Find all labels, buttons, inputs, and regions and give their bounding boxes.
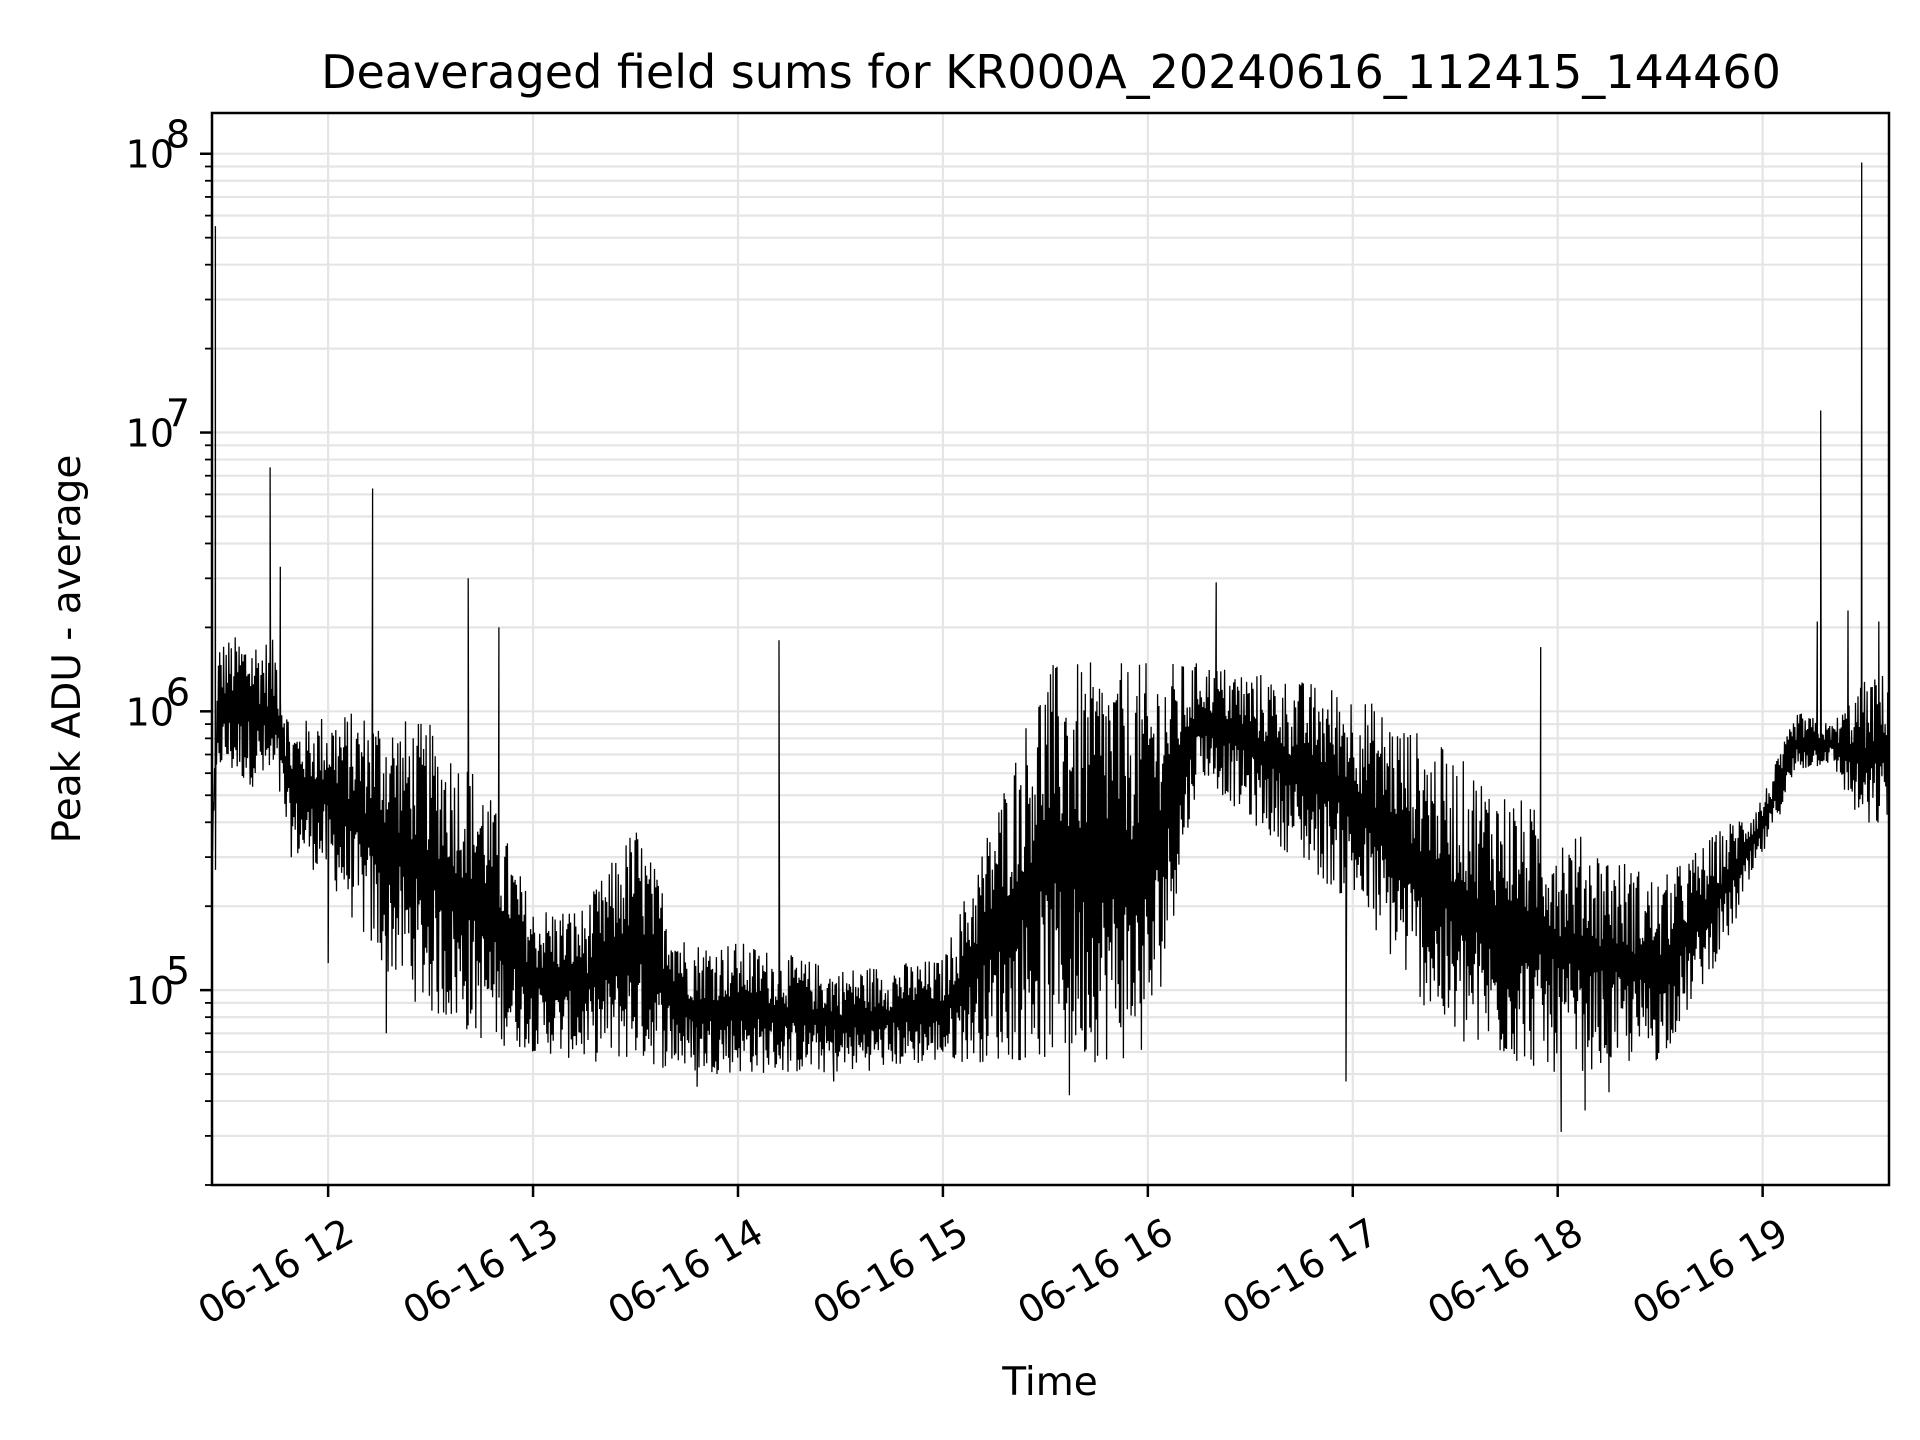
y-tick-label: 10 [126,412,174,456]
plot-frame [210,111,1891,1187]
x-axis-ticks: 06-16 12 06-16 13 06-16 14 06-16 15 06-16 16… [191,1185,1795,1333]
x-tick-label: 06-16 14 [601,1210,771,1334]
x-tick-label: 06-16 19 [1625,1210,1795,1334]
series-line [211,162,1890,1132]
x-tick-label: 06-16 18 [1420,1210,1590,1334]
y-tick-label: 10 [126,133,174,177]
y-tick-exponent: 5 [166,949,190,993]
chart-title: Deaveraged field sums for KR000A_2024061… [321,45,1781,99]
y-tick-exponent: 8 [166,113,190,157]
y-tick-exponent: 7 [166,392,190,436]
x-tick-label: 06-16 13 [396,1210,566,1334]
y-tick-label: 10 [126,969,174,1013]
x-tick-label: 06-16 17 [1215,1210,1385,1334]
y-tick-exponent: 6 [166,670,190,714]
x-tick-label: 06-16 12 [191,1210,361,1334]
series-trace [211,162,1890,1132]
x-tick-label: 06-16 16 [1010,1210,1180,1334]
x-axis-label: Time [1001,1360,1097,1405]
y-tick-label: 10 [126,690,174,734]
x-tick-label: 06-16 15 [805,1210,975,1334]
y-axis-label: Peak ADU - average [45,455,90,844]
